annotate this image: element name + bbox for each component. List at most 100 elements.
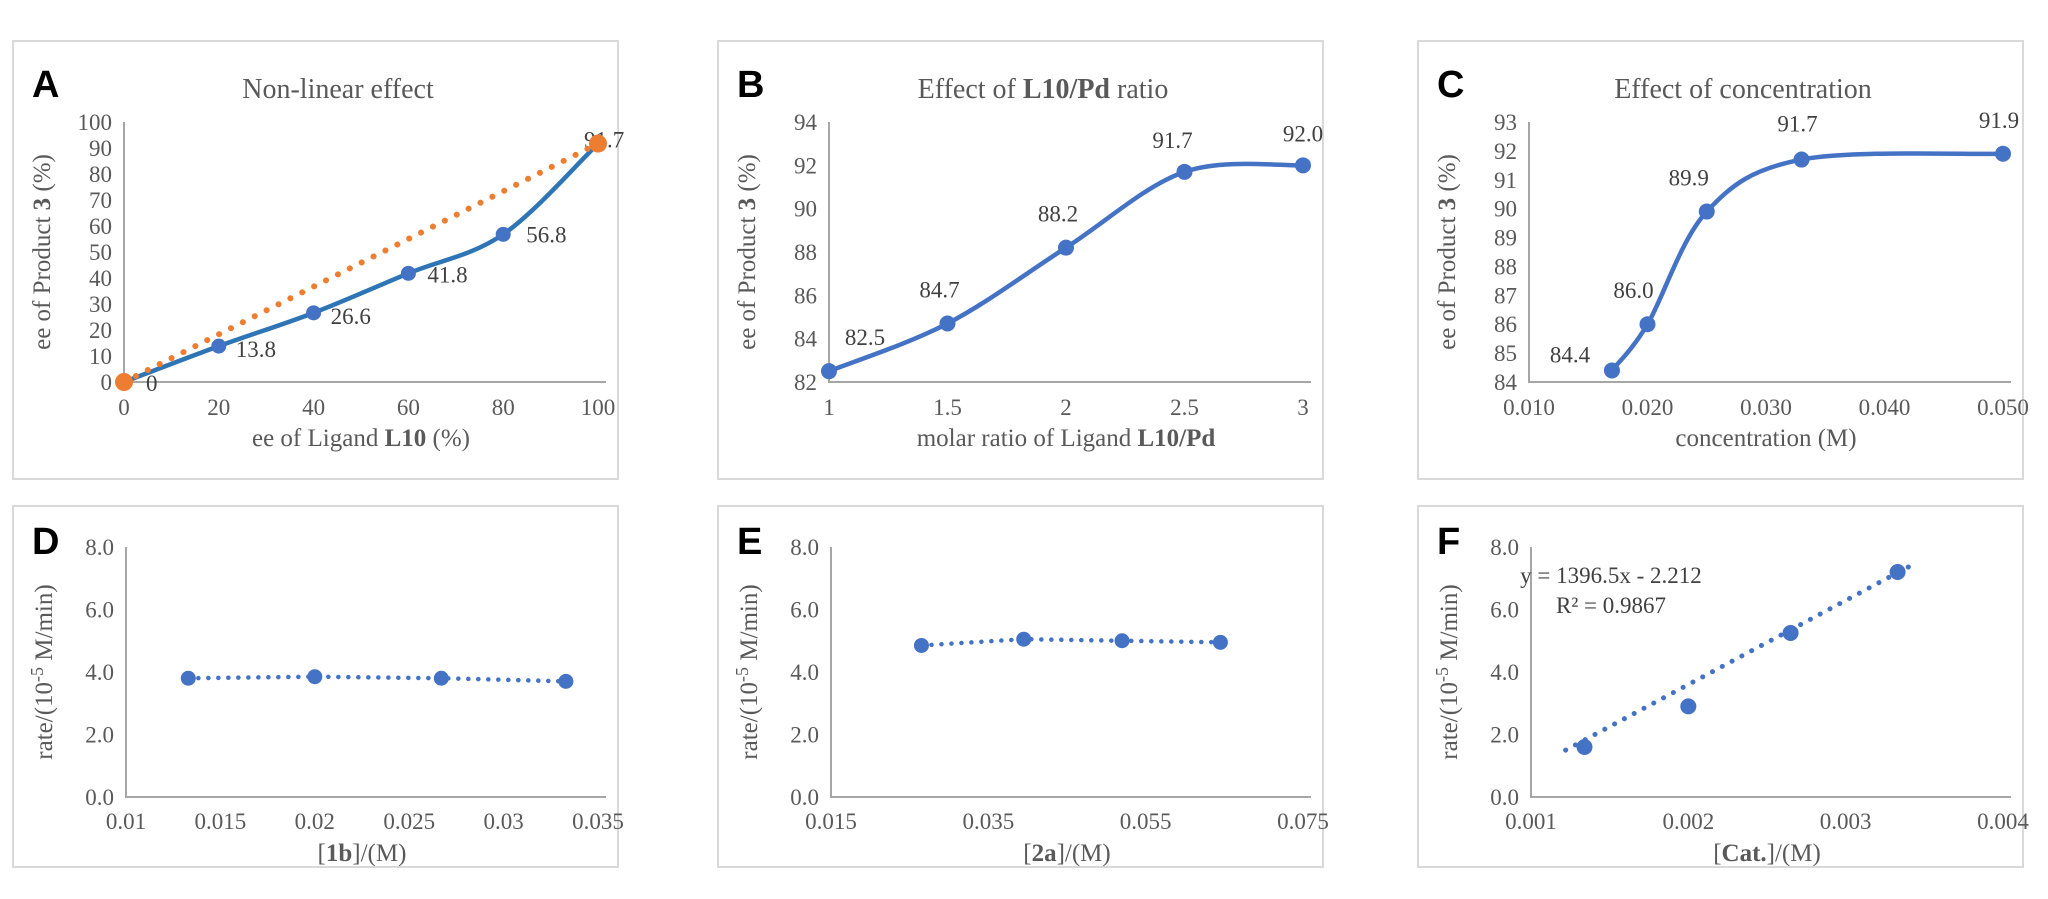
svg-text:1.5: 1.5: [933, 395, 962, 420]
svg-text:94: 94: [794, 110, 818, 135]
svg-text:84: 84: [794, 327, 818, 352]
svg-text:Effect of L10/Pd ratio: Effect of L10/Pd ratio: [918, 74, 1169, 105]
svg-text:2.5: 2.5: [1170, 395, 1199, 420]
svg-text:88: 88: [794, 240, 817, 265]
svg-text:13.8: 13.8: [236, 337, 276, 362]
svg-text:Effect of concentration: Effect of concentration: [1614, 74, 1872, 105]
svg-text:0.020: 0.020: [1622, 395, 1674, 420]
svg-text:0.015: 0.015: [805, 809, 857, 834]
svg-text:88.2: 88.2: [1038, 202, 1078, 227]
svg-text:0.055: 0.055: [1120, 809, 1172, 834]
svg-text:90: 90: [794, 197, 817, 222]
svg-text:1: 1: [823, 395, 835, 420]
svg-text:0.015: 0.015: [195, 809, 247, 834]
svg-text:Non-linear effect: Non-linear effect: [242, 74, 434, 105]
svg-text:0.002: 0.002: [1662, 809, 1714, 834]
svg-text:[Cat.]/(M): [Cat.]/(M): [1713, 840, 1821, 867]
svg-text:86: 86: [794, 283, 817, 308]
svg-text:26.6: 26.6: [331, 304, 371, 329]
svg-text:ee of Product 3 (%): ee of Product 3 (%): [734, 154, 761, 350]
svg-text:91.9: 91.9: [1979, 108, 2019, 133]
svg-text:0.010: 0.010: [1503, 395, 1555, 420]
svg-text:86.0: 86.0: [1613, 278, 1653, 303]
nonlinear-effect-chart: 0 20 40 60 80 100 0 10 20 30 40 50 60 70 80 90 100 ee of …: [14, 42, 624, 478]
ligand-pd-ratio-chart: 1 1.5 2 2.5 3 82 84 86 88 90 92 94 molar ratio of Li…: [719, 42, 1323, 478]
panel-ligand-pd-ratio-effect: B 1 1.5 2 2.5 3 82 84 86 88 90 92 94 molar ratio of …: [717, 40, 1324, 480]
svg-text:6.0: 6.0: [85, 598, 114, 623]
svg-text:56.8: 56.8: [526, 222, 566, 247]
svg-text:ee of Product 3 (%): ee of Product 3 (%): [1434, 154, 1461, 350]
svg-text:0.01: 0.01: [106, 809, 146, 834]
svg-text:84: 84: [1494, 370, 1518, 395]
rate-vs-1b-chart: 0.01 0.015 0.02 0.025 0.03 0.035 0.0 2.0 4.0 6.0 8…: [14, 507, 624, 867]
svg-text:88: 88: [1494, 254, 1517, 279]
svg-text:40: 40: [302, 395, 325, 420]
svg-text:0.075: 0.075: [1277, 809, 1329, 834]
svg-text:6.0: 6.0: [790, 598, 819, 623]
svg-text:ee of Product 3 (%): ee of Product 3 (%): [29, 154, 56, 350]
panel-rate-order-catalyst: F 0.001 0.002 0.003 0.004 0.0 2.0 4.0 6.0 8.0 [Ca…: [1417, 505, 2029, 868]
svg-text:20: 20: [207, 395, 230, 420]
panel-nonlinear-effect: A 0 20 40 60 80 100 0 10 20 30 40 50 60 70 80 90 100 ee o…: [12, 40, 624, 480]
svg-text:92.0: 92.0: [1283, 121, 1323, 146]
svg-text:concentration (M): concentration (M): [1675, 425, 1856, 452]
svg-text:60: 60: [397, 395, 420, 420]
svg-text:82: 82: [794, 370, 817, 395]
svg-text:91.7: 91.7: [1152, 128, 1192, 153]
svg-text:0: 0: [146, 371, 158, 396]
svg-text:91: 91: [1494, 168, 1517, 193]
svg-text:100: 100: [581, 395, 616, 420]
svg-text:0.035: 0.035: [572, 809, 624, 834]
panel-letter-a: A: [32, 64, 60, 106]
svg-text:2.0: 2.0: [1490, 723, 1519, 748]
svg-text:0.030: 0.030: [1740, 395, 1792, 420]
svg-text:y = 1396.5x - 2.212: y = 1396.5x - 2.212: [1520, 563, 1702, 588]
svg-text:89.9: 89.9: [1669, 166, 1709, 191]
svg-text:4.0: 4.0: [790, 660, 819, 685]
svg-text:10: 10: [89, 344, 112, 369]
rate-vs-catalyst-chart: 0.001 0.002 0.003 0.004 0.0 2.0 4.0 6.0 8.0 [Cat.…: [1419, 507, 2029, 867]
svg-text:4.0: 4.0: [1490, 660, 1519, 685]
svg-text:90: 90: [89, 136, 112, 161]
svg-text:0.03: 0.03: [483, 809, 523, 834]
svg-text:[1b]/(M): [1b]/(M): [318, 840, 407, 867]
svg-text:0.050: 0.050: [1977, 395, 2029, 420]
svg-text:0.035: 0.035: [962, 809, 1014, 834]
concentration-effect-chart: 0.010 0.020 0.030 0.040 0.050 84 85 86 87 88 89 90 9…: [1419, 42, 2029, 478]
svg-text:87: 87: [1494, 283, 1517, 308]
panel-letter-f: F: [1437, 521, 1461, 563]
panel-letter-b: B: [737, 64, 765, 106]
svg-text:70: 70: [89, 188, 112, 213]
svg-text:84.7: 84.7: [919, 278, 959, 303]
svg-text:rate/(10-5 M/min): rate/(10-5 M/min): [732, 584, 763, 759]
svg-text:0.025: 0.025: [383, 809, 435, 834]
svg-text:6.0: 6.0: [1490, 598, 1519, 623]
svg-text:90: 90: [1494, 197, 1517, 222]
svg-text:0.0: 0.0: [1490, 785, 1519, 810]
panel-rate-order-2a: E 0.015 0.035 0.055 0.075 0.0 2.0 4.0 6.0 8.0 [2a…: [717, 505, 1329, 868]
svg-text:0: 0: [101, 370, 113, 395]
svg-text:85: 85: [1494, 341, 1517, 366]
rate-vs-2a-chart: 0.015 0.035 0.055 0.075 0.0 2.0 4.0 6.0 8.0 [2a]/…: [719, 507, 1329, 867]
svg-text:rate/(10-5 M/min): rate/(10-5 M/min): [27, 584, 58, 759]
svg-text:92: 92: [1494, 139, 1517, 164]
svg-text:93: 93: [1494, 110, 1517, 135]
svg-text:82.5: 82.5: [845, 325, 885, 350]
svg-text:20: 20: [89, 318, 112, 343]
svg-text:30: 30: [89, 292, 112, 317]
svg-text:84.4: 84.4: [1550, 342, 1591, 367]
svg-text:80: 80: [492, 395, 515, 420]
svg-text:0.02: 0.02: [295, 809, 335, 834]
svg-text:80: 80: [89, 162, 112, 187]
svg-text:60: 60: [89, 214, 112, 239]
svg-text:0.003: 0.003: [1820, 809, 1872, 834]
svg-text:0.0: 0.0: [85, 785, 114, 810]
svg-text:0.001: 0.001: [1505, 809, 1557, 834]
svg-text:0.040: 0.040: [1859, 395, 1911, 420]
svg-text:0: 0: [118, 395, 130, 420]
svg-text:molar ratio of Ligand L10/Pd: molar ratio of Ligand L10/Pd: [917, 425, 1216, 452]
svg-text:0.0: 0.0: [790, 785, 819, 810]
panel-concentration-effect: C 0.010 0.020 0.030 0.040 0.050 84 85 86 87 88 89 9…: [1417, 40, 2029, 480]
svg-text:92: 92: [794, 153, 817, 178]
